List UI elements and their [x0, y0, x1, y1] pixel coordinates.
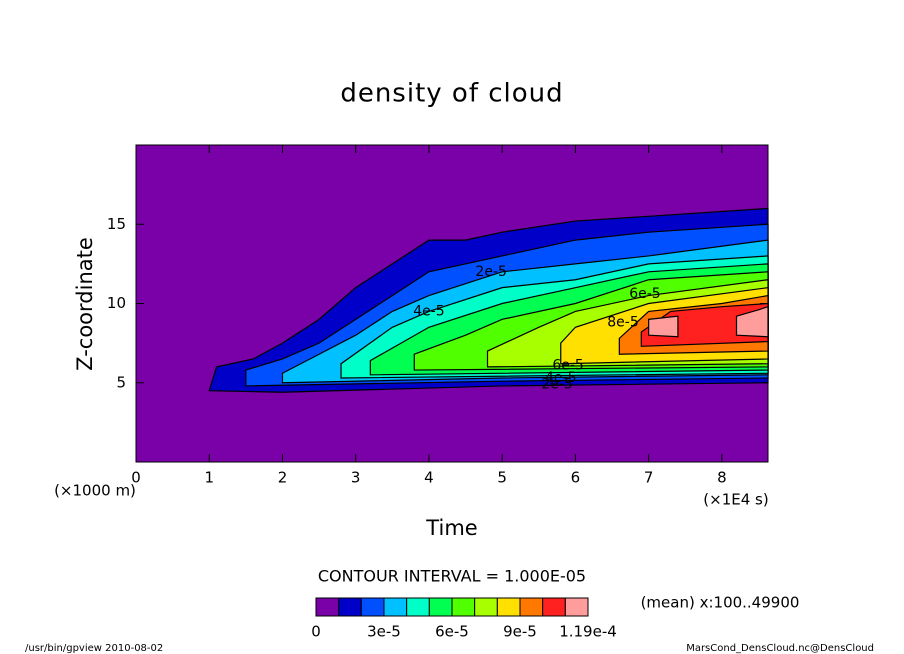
- x-tick-label: 5: [497, 469, 507, 487]
- colorbar-label: 3e-5: [367, 623, 401, 641]
- colorbar-box: [360, 597, 385, 617]
- colorbar-box: [519, 597, 544, 617]
- x-unit: (×1E4 s): [703, 491, 768, 509]
- contour-label: 6e-5: [552, 357, 583, 373]
- y-tick-label: 15: [107, 215, 126, 233]
- colorbar-box: [383, 597, 408, 617]
- x-tick-label: 0: [131, 469, 141, 487]
- x-axis-label: Time: [425, 516, 477, 540]
- chart-title: density of cloud: [340, 79, 563, 109]
- contour-label: 2e-5: [541, 376, 572, 392]
- colorbar-box: [564, 597, 589, 617]
- contour-interval: CONTOUR INTERVAL = 1.000E-05: [318, 567, 586, 586]
- colorbar-box: [406, 597, 430, 617]
- x-tick-label: 7: [644, 469, 654, 487]
- x-tick-label: 4: [424, 469, 434, 487]
- mean-note: (mean) x:100..49900: [641, 594, 800, 612]
- colorbar-box: [474, 597, 498, 617]
- contour-label: 8e-5: [607, 315, 638, 331]
- colorbar-label: 1.19e-4: [559, 623, 617, 641]
- colorbar-box: [315, 597, 340, 617]
- footer-right: MarsCond_DensCloud.nc@DensCloud: [686, 643, 874, 654]
- contour-label: 6e-5: [629, 286, 660, 302]
- x-tick-label: 1: [204, 469, 214, 487]
- footer-left: /usr/bin/gpview 2010-08-02: [25, 643, 163, 654]
- contour-label: 4e-5: [545, 370, 576, 386]
- colorbar-box: [451, 597, 476, 617]
- colorbar-label: 9e-5: [503, 623, 537, 641]
- colorbar-box: [496, 597, 521, 617]
- y-axis-label: Z-coordinate: [73, 237, 97, 371]
- y-tick-label: 5: [116, 373, 126, 391]
- colorbar-box: [428, 597, 453, 617]
- x-tick-label: 6: [571, 469, 581, 487]
- y-unit: (×1000 m): [54, 482, 136, 500]
- colorbar-label: 6e-5: [435, 623, 469, 641]
- colorbar-box: [542, 597, 566, 617]
- contour-region: [648, 315, 679, 338]
- contour-label: 2e-5: [475, 264, 506, 280]
- colorbar-box: [338, 597, 362, 617]
- x-tick-label: 3: [351, 469, 361, 487]
- contour-label: 4e-5: [413, 303, 444, 319]
- y-tick-label: 10: [107, 294, 126, 312]
- colorbar-label: 0: [311, 623, 321, 641]
- contour-region: [735, 305, 769, 338]
- x-tick-label: 2: [278, 469, 288, 487]
- x-tick-label: 8: [717, 469, 727, 487]
